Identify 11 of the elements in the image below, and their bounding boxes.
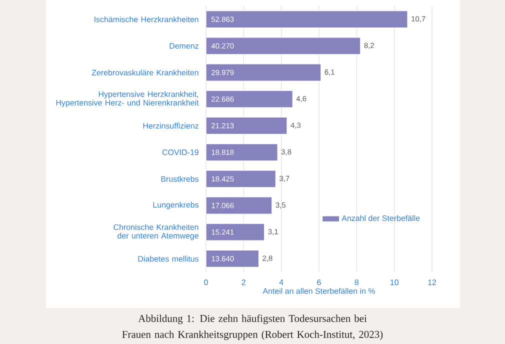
bar [206, 250, 260, 268]
bar [206, 196, 272, 214]
bar [206, 37, 361, 55]
bar [206, 90, 293, 108]
bar [206, 10, 408, 28]
bar [206, 144, 278, 162]
bar [206, 116, 288, 134]
bar [206, 223, 265, 241]
bar [206, 64, 322, 82]
bar [206, 170, 276, 188]
text: Abbildung 1: Die zehn häufigsten Todesursachen bei Frauen nach Krankheitsgruppen (Robert Koch-Institut, 2023) [122, 314, 383, 340]
